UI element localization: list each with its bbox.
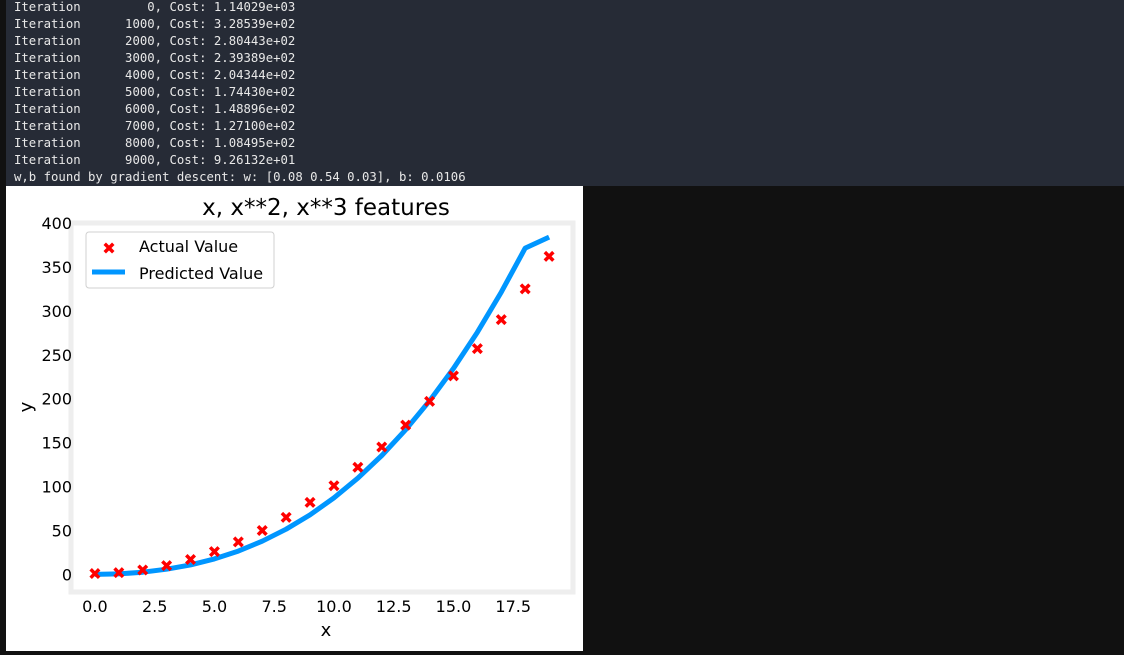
actual-point bbox=[161, 560, 173, 572]
legend-actual-x bbox=[103, 242, 115, 254]
chart-figure: 0.0 2.5 5.0 7.5 10.0 12.5 15.0 17.5 0 50 100 150 20… bbox=[6, 186, 583, 651]
y-tick-label: 150 bbox=[41, 434, 72, 453]
console-line: Iteration 7000, Cost: 1.27100e+02 bbox=[14, 119, 296, 133]
actual-point bbox=[447, 370, 459, 382]
actual-point bbox=[185, 553, 197, 565]
console-line: Iteration 4000, Cost: 2.04344e+02 bbox=[14, 68, 296, 82]
y-tick-label: 200 bbox=[41, 390, 72, 409]
x-tick-label: 10.0 bbox=[316, 597, 352, 616]
console-line: Iteration 6000, Cost: 1.48896e+02 bbox=[14, 102, 296, 116]
actual-point bbox=[232, 536, 244, 548]
actual-series bbox=[89, 250, 555, 580]
x-tick-label: 12.5 bbox=[376, 597, 412, 616]
actual-point bbox=[543, 250, 555, 262]
console-text: Iteration 0, Cost: 1.14029e+03 Iteration… bbox=[14, 0, 466, 186]
x-axis-label: x bbox=[321, 620, 332, 641]
actual-point bbox=[424, 395, 436, 407]
console-output: Iteration 0, Cost: 1.14029e+03 Iteration… bbox=[0, 0, 1124, 186]
y-tick-label: 50 bbox=[52, 522, 72, 541]
y-tick-label: 300 bbox=[41, 302, 72, 321]
y-axis-label: y bbox=[16, 401, 37, 412]
console-line: Iteration 2000, Cost: 2.80443e+02 bbox=[14, 34, 296, 48]
actual-point bbox=[208, 546, 220, 558]
x-tick-label: 17.5 bbox=[495, 597, 531, 616]
y-tick-label: 400 bbox=[41, 214, 72, 233]
console-line: w,b found by gradient descent: w: [0.08 … bbox=[14, 170, 466, 184]
console-gutter bbox=[0, 0, 6, 186]
console-line: Iteration 5000, Cost: 1.74430e+02 bbox=[14, 85, 296, 99]
actual-point bbox=[495, 314, 507, 326]
x-tick-label: 7.5 bbox=[261, 597, 286, 616]
legend-actual-label: Actual Value bbox=[139, 237, 238, 256]
actual-point bbox=[113, 567, 125, 579]
legend-box bbox=[85, 231, 275, 289]
left-gutter bbox=[0, 186, 6, 651]
legend-actual-marker bbox=[103, 242, 115, 254]
console-line: Iteration 8000, Cost: 1.08495e+02 bbox=[14, 136, 296, 150]
actual-point bbox=[256, 525, 268, 536]
y-tick-label: 100 bbox=[41, 478, 72, 497]
actual-point bbox=[89, 568, 101, 580]
actual-point bbox=[328, 480, 340, 492]
actual-point bbox=[400, 419, 412, 431]
x-tick-label: 5.0 bbox=[202, 597, 227, 616]
actual-point bbox=[519, 283, 531, 295]
actual-point bbox=[137, 564, 149, 576]
actual-point bbox=[304, 496, 316, 508]
y-tick-label: 350 bbox=[41, 258, 72, 277]
actual-point bbox=[280, 511, 292, 523]
x-tick-label: 15.0 bbox=[436, 597, 472, 616]
x-tick-labels: 0.0 2.5 5.0 7.5 10.0 12.5 15.0 17.5 bbox=[82, 597, 531, 616]
actual-point bbox=[352, 461, 364, 473]
y-tick-label: 0 bbox=[62, 565, 72, 584]
x-tick-label: 0.0 bbox=[82, 597, 107, 616]
console-line: Iteration 3000, Cost: 2.39389e+02 bbox=[14, 51, 296, 65]
legend-predicted-label: Predicted Value bbox=[139, 264, 263, 283]
y-tick-label: 250 bbox=[41, 346, 72, 365]
y-tick-labels: 0 50 100 150 200 250 300 350 400 bbox=[41, 214, 72, 584]
x-tick-label: 2.5 bbox=[142, 597, 167, 616]
actual-point bbox=[376, 441, 388, 453]
actual-point bbox=[471, 343, 483, 355]
console-line: Iteration 9000, Cost: 9.26132e+01 bbox=[14, 153, 296, 167]
chart-svg: 0.0 2.5 5.0 7.5 10.0 12.5 15.0 17.5 0 50 100 150 20… bbox=[16, 195, 576, 641]
chart-title: x, x**2, x**3 features bbox=[202, 195, 450, 221]
console-line: Iteration 1000, Cost: 3.28539e+02 bbox=[14, 17, 296, 31]
console-line: Iteration 0, Cost: 1.14029e+03 bbox=[14, 0, 296, 14]
legend: Actual Value Predicted Value bbox=[85, 231, 275, 289]
